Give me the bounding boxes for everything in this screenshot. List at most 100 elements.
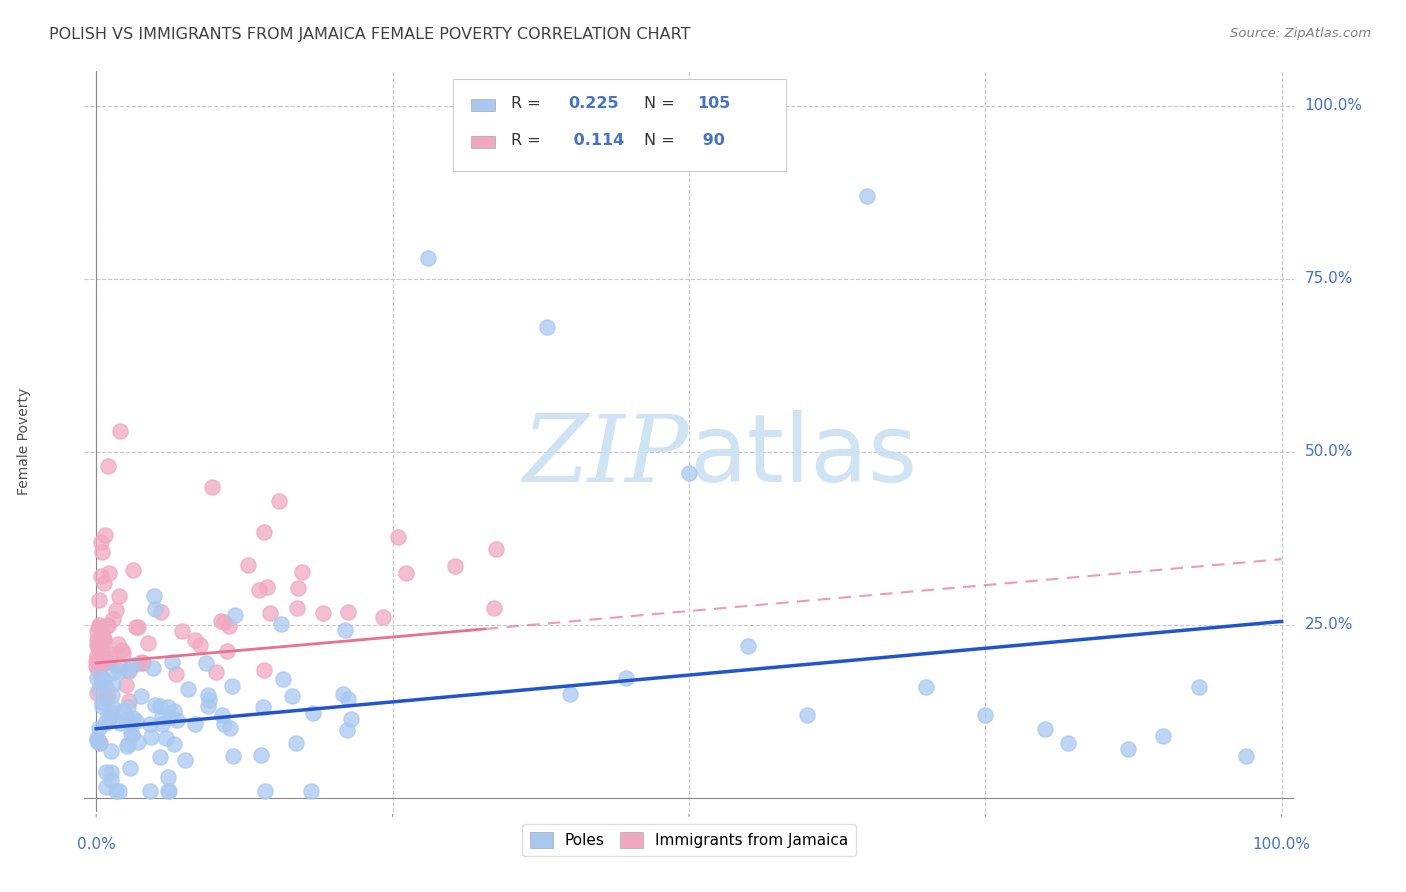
Point xyxy=(87,654,110,668)
Point xyxy=(214,717,236,731)
Point xyxy=(91,699,114,714)
Text: 90: 90 xyxy=(697,134,725,148)
Point xyxy=(121,657,143,672)
Point xyxy=(90,624,112,638)
Point xyxy=(371,609,394,624)
Point xyxy=(221,679,243,693)
Point xyxy=(86,640,108,655)
Text: Female Poverty: Female Poverty xyxy=(17,388,31,495)
Point xyxy=(103,612,125,626)
Point xyxy=(166,713,188,727)
Point xyxy=(160,655,183,669)
Point xyxy=(108,424,131,438)
Point xyxy=(281,689,304,703)
Point xyxy=(125,714,148,729)
Point xyxy=(139,716,162,731)
Point xyxy=(117,663,139,677)
Point xyxy=(129,656,152,670)
Point xyxy=(198,693,221,707)
Point xyxy=(444,558,467,573)
Point xyxy=(103,665,125,679)
Point xyxy=(270,617,292,632)
Point xyxy=(332,687,354,701)
Point xyxy=(156,700,179,714)
Point xyxy=(93,575,115,590)
Point xyxy=(100,772,122,787)
Point xyxy=(219,721,242,735)
Point xyxy=(287,581,309,595)
Point xyxy=(91,627,114,641)
Point xyxy=(678,466,700,480)
Point xyxy=(211,707,233,722)
Point xyxy=(91,633,114,648)
Point xyxy=(97,690,120,704)
Point xyxy=(132,656,155,670)
Point xyxy=(418,251,440,265)
Point xyxy=(253,525,276,540)
Point xyxy=(165,666,187,681)
Text: 0.225: 0.225 xyxy=(568,96,619,112)
Point xyxy=(100,764,122,779)
Point xyxy=(172,624,194,638)
Point xyxy=(120,761,142,775)
Point xyxy=(387,530,409,544)
Point xyxy=(302,706,325,720)
Text: 0.0%: 0.0% xyxy=(77,837,115,852)
Point xyxy=(108,659,131,673)
Point xyxy=(100,688,122,702)
Point xyxy=(209,614,232,628)
Point xyxy=(90,535,112,549)
Point xyxy=(336,605,359,619)
Point xyxy=(96,655,118,669)
Point xyxy=(118,665,141,679)
Point xyxy=(89,736,111,750)
Point xyxy=(340,712,363,726)
Point xyxy=(1033,722,1056,736)
Point xyxy=(197,688,219,702)
Point xyxy=(86,734,108,748)
Point xyxy=(117,699,139,714)
Point xyxy=(1057,735,1080,749)
Point xyxy=(111,704,134,718)
Point xyxy=(96,764,118,779)
Point xyxy=(915,680,938,694)
Point xyxy=(124,620,146,634)
Point xyxy=(184,717,207,731)
Point xyxy=(118,694,141,708)
Point xyxy=(121,727,143,741)
Text: 100.0%: 100.0% xyxy=(1305,98,1362,113)
Point xyxy=(120,726,142,740)
Point xyxy=(87,619,110,633)
Point xyxy=(737,639,759,653)
Point xyxy=(101,701,124,715)
Point xyxy=(86,638,108,652)
Point xyxy=(139,731,162,745)
Point xyxy=(94,690,117,705)
Text: Source: ZipAtlas.com: Source: ZipAtlas.com xyxy=(1230,27,1371,40)
Point xyxy=(150,717,173,731)
Point xyxy=(143,602,166,616)
Point xyxy=(86,732,108,747)
Point xyxy=(176,681,198,696)
Point xyxy=(87,721,110,735)
Point xyxy=(94,679,117,693)
Point xyxy=(249,748,271,763)
Point xyxy=(96,655,118,669)
Point xyxy=(558,687,581,701)
Point xyxy=(149,605,172,619)
Point xyxy=(86,649,108,664)
Point xyxy=(91,629,114,643)
Point xyxy=(98,711,121,725)
Point xyxy=(91,673,114,688)
Point xyxy=(122,563,145,577)
Point xyxy=(184,632,207,647)
Point xyxy=(90,568,112,582)
Text: 0.114: 0.114 xyxy=(568,134,624,148)
Point xyxy=(89,618,111,632)
Point xyxy=(93,632,115,646)
Point xyxy=(201,480,224,494)
Point xyxy=(1152,729,1174,743)
Point xyxy=(121,711,143,725)
Point xyxy=(98,651,121,665)
Text: atlas: atlas xyxy=(689,410,917,502)
